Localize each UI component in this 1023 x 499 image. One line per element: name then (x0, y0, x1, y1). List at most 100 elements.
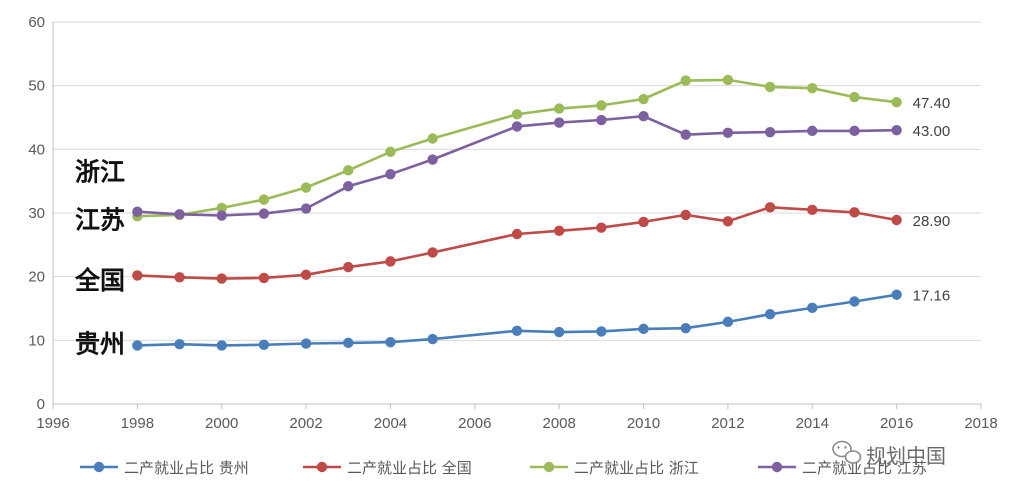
y-tick-label-30: 30 (28, 205, 45, 222)
series-2-point-2011 (680, 209, 691, 221)
series-group (132, 74, 902, 351)
series-1-point-1999 (174, 338, 185, 350)
series-3-point-2007 (511, 109, 523, 120)
series-4-point-2005 (427, 154, 438, 165)
x-tick-label-2010: 2010 (627, 415, 660, 432)
series-4-point-2000 (216, 210, 227, 221)
x-tick-label-2018: 2018 (964, 415, 997, 432)
series-3-point-2012 (722, 74, 734, 86)
x-tick-label-2008: 2008 (542, 415, 575, 432)
series-2-point-2010 (638, 216, 649, 228)
legend-marker-2 (316, 461, 328, 473)
series-1-point-2015 (849, 296, 860, 307)
series-3-point-2014 (807, 83, 818, 94)
series-2-point-2015 (849, 207, 860, 218)
series-4-point-2012 (722, 127, 734, 138)
series-4-point-2003 (343, 181, 354, 192)
x-tick-label-2002: 2002 (289, 415, 322, 432)
series-2-line (137, 206, 897, 280)
series-1-point-2016 (891, 289, 902, 300)
series-4-point-2011 (680, 129, 691, 140)
legend-marker-4 (771, 461, 783, 473)
series-2-point-2001 (258, 272, 270, 284)
series-1-point-1998 (132, 340, 143, 351)
series-2-point-2012 (722, 216, 734, 227)
x-tick-label-2004: 2004 (374, 415, 407, 432)
legend: 二产就业占比 贵州 二产就业占比 全国 二产就业占比 浙江 二产就业占比 江苏 (80, 459, 927, 477)
series-2-point-2000 (216, 273, 227, 284)
series-4-point-2016 (891, 125, 902, 136)
series-4-point-2008 (553, 117, 565, 128)
legend-label-4: 二产就业占比 江苏 (802, 459, 927, 477)
series-1-point-2012 (722, 316, 734, 328)
series-1-point-2002 (300, 338, 312, 349)
y-tick-label-0: 0 (37, 396, 45, 413)
series-3-point-2013 (764, 81, 776, 93)
series-2-point-2007 (511, 228, 523, 240)
x-tick-label-2000: 2000 (205, 415, 238, 432)
y-tick-label-60: 60 (28, 14, 45, 31)
series-4-point-2009 (596, 114, 607, 126)
series-4-end-label: 43.00 (913, 123, 951, 140)
series-4-point-2014 (807, 125, 818, 137)
series-1-point-2000 (216, 340, 227, 351)
series-2-end-label: 28.90 (913, 213, 951, 230)
series-1-point-2009 (596, 326, 607, 337)
wechat-icon (832, 440, 862, 464)
y-axis-ticks: 0 10 20 30 40 50 60 (28, 14, 45, 413)
series-2-point-2009 (596, 222, 607, 233)
series-2-point-2016 (891, 214, 902, 226)
series-4-point-2015 (849, 125, 860, 137)
series-2-point-2003 (343, 261, 354, 273)
x-tick-label-2016: 2016 (880, 415, 913, 432)
series-1 (132, 289, 902, 351)
region-label-1: 浙江 (75, 158, 125, 187)
series-3-point-2011 (680, 75, 691, 86)
legend-item-4: 二产就业占比 江苏 (758, 459, 927, 477)
series-2-point-2004 (385, 256, 396, 267)
series-1-point-2004 (385, 337, 396, 348)
series-2-point-1998 (132, 270, 143, 281)
series-4-point-2004 (385, 168, 396, 180)
series-1-line (137, 293, 897, 347)
region-label-4: 贵州 (75, 330, 125, 359)
series-1-end-label: 17.16 (913, 288, 951, 305)
series-3 (132, 74, 902, 222)
x-tick-label-1996: 1996 (36, 415, 69, 432)
series-2-point-1999 (174, 272, 185, 283)
x-axis-ticks: 1996 1998 2000 2002 2004 2006 2008 2010 2012 2014… (36, 404, 998, 432)
series-3-point-2004 (385, 146, 396, 158)
series-1-point-2005 (427, 333, 438, 345)
legend-marker-3 (543, 461, 555, 473)
series-1-point-2007 (511, 325, 523, 336)
series-3-line (137, 78, 897, 218)
series-4-point-2010 (638, 111, 649, 122)
y-tick-label-20: 20 (28, 269, 45, 286)
series-4-line (137, 114, 897, 217)
watermark: 规划中国 (832, 440, 946, 468)
legend-marker-1 (93, 461, 105, 473)
legend-label-2: 二产就业占比 全国 (347, 459, 472, 477)
series-3-point-2016 (891, 97, 902, 108)
x-tick-label-2006: 2006 (458, 415, 491, 432)
y-tick-label-50: 50 (28, 78, 45, 95)
series-3-point-2000 (216, 202, 227, 214)
series-3-end-label: 47.40 (913, 95, 951, 112)
series-4-point-2001 (258, 208, 270, 219)
series-2-point-2005 (427, 247, 438, 258)
series-1-point-2008 (553, 326, 565, 338)
series-3-point-2015 (849, 91, 860, 103)
region-label-3: 全国 (74, 266, 125, 295)
x-tick-label-2012: 2012 (711, 415, 744, 432)
legend-item-1: 二产就业占比 贵州 (80, 459, 249, 477)
series-2-point-2014 (807, 204, 818, 216)
series-1-point-2010 (638, 323, 649, 335)
legend-item-3: 二产就业占比 浙江 (530, 459, 699, 477)
series-4-point-2007 (511, 121, 523, 132)
series-3-point-2008 (553, 103, 565, 114)
x-tick-label-1998: 1998 (121, 415, 154, 432)
series-3-point-2010 (638, 93, 649, 105)
legend-item-2: 二产就业占比 全国 (303, 459, 472, 477)
